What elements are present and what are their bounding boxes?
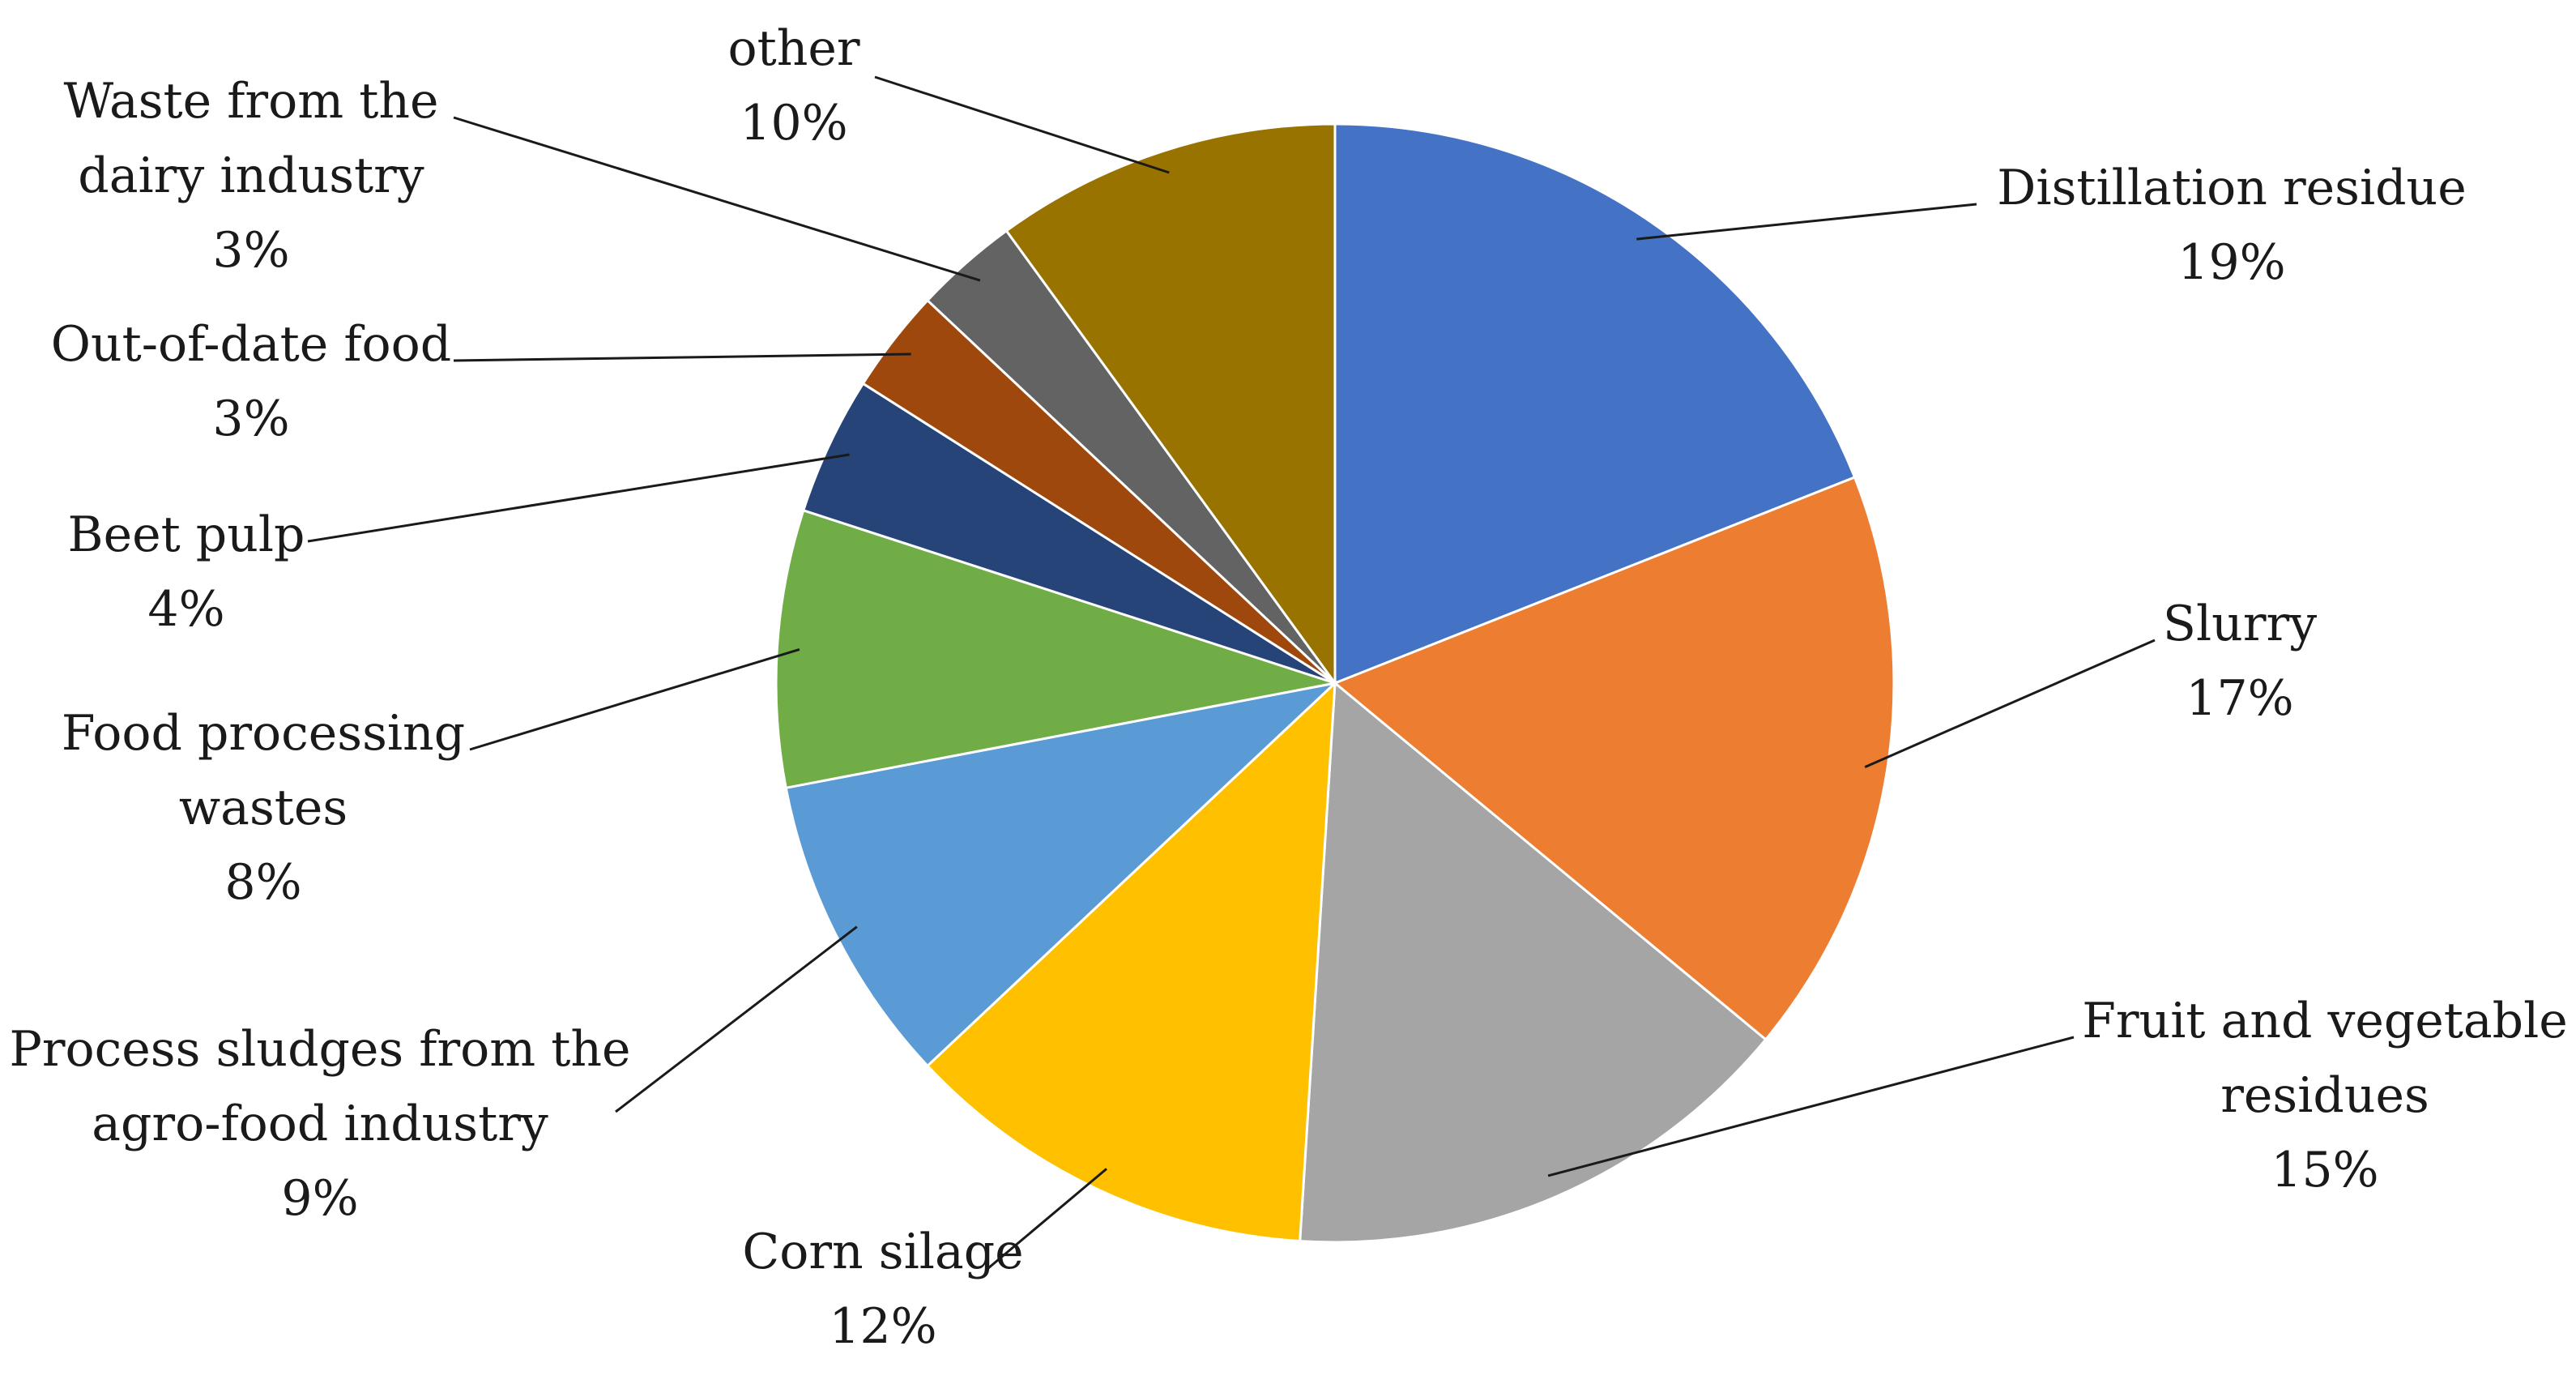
- pie-slice-distillation-residue: [1333, 122, 1857, 686]
- slice-name-label: Corn silage: [742, 1224, 1023, 1280]
- slice-value-label: 10%: [740, 95, 847, 152]
- slice-value-label: 8%: [224, 854, 301, 911]
- leader-line: [1864, 639, 2156, 768]
- leader-lines: [307, 75, 2156, 1270]
- slice-label: Out-of-date food 3%: [51, 316, 451, 447]
- slice-name-label: other: [727, 20, 859, 77]
- slice-label: Corn silage 12%: [742, 1224, 1023, 1355]
- slice-labels: Distillation residue 19% Slurry 17% Fruit an…: [10, 20, 2568, 1355]
- slice-name-label: Slurry: [2163, 596, 2317, 652]
- slice-label: Food processing wastes 8%: [62, 705, 465, 911]
- slice-value-label: 9%: [281, 1170, 358, 1227]
- slice-value-label: 4%: [147, 581, 224, 638]
- slice-value-label: 17%: [2186, 670, 2293, 727]
- leader-line: [987, 1168, 1107, 1270]
- pie-slice-slurry: [1333, 476, 1896, 1041]
- slice-name-label: Fruit and vegetable: [2082, 993, 2568, 1049]
- slice-name-label: dairy industry: [78, 147, 424, 204]
- slice-name-label: Process sludges from the: [10, 1021, 631, 1078]
- pie-slice-other: [1004, 122, 1337, 687]
- slice-value-label: 3%: [212, 222, 289, 279]
- slice-name-label: agro-food industry: [92, 1096, 548, 1152]
- slice-value-label: 15%: [2271, 1142, 2378, 1198]
- leader-line: [874, 75, 1170, 174]
- slice-name-label: Food processing: [62, 705, 465, 762]
- leader-line: [307, 453, 850, 543]
- leader-line: [615, 925, 858, 1113]
- slice-name-label: wastes: [179, 780, 348, 836]
- pie-slice-process-sludges-from-the-agro-food-industry: [784, 681, 1339, 1068]
- pie-slice-corn-silage: [925, 680, 1337, 1243]
- slice-label: Beet pulp 4%: [68, 506, 305, 638]
- slice-label: other 10%: [727, 20, 859, 152]
- slice-label: Process sludges from the agro-food indust…: [10, 1021, 631, 1227]
- leader-line: [469, 647, 800, 751]
- slice-value-label: 19%: [2177, 234, 2285, 291]
- slice-label: Distillation residue 19%: [1997, 160, 2466, 291]
- slice-name-label: Distillation residue: [1997, 160, 2466, 216]
- pie-slices: [774, 122, 1896, 1244]
- leader-line: [1547, 1036, 2075, 1177]
- slice-label: Waste from the dairy industry 3%: [64, 73, 439, 279]
- slice-name-label: Waste from the: [64, 73, 439, 130]
- leader-line: [453, 352, 911, 362]
- slice-value-label: 3%: [212, 391, 289, 447]
- pie-slice-fruit-and-vegetable-residues: [1299, 680, 1768, 1244]
- slice-label: Fruit and vegetable residues 15%: [2082, 993, 2568, 1198]
- pie-slice-food-processing-wastes: [774, 508, 1336, 790]
- slice-name-label: Out-of-date food: [51, 316, 451, 373]
- slice-value-label: 12%: [829, 1298, 936, 1355]
- slice-name-label: residues: [2220, 1067, 2429, 1124]
- slice-label: Slurry 17%: [2163, 596, 2317, 727]
- slice-name-label: Beet pulp: [68, 506, 305, 563]
- leader-line: [1636, 203, 1977, 241]
- leader-line: [453, 116, 981, 282]
